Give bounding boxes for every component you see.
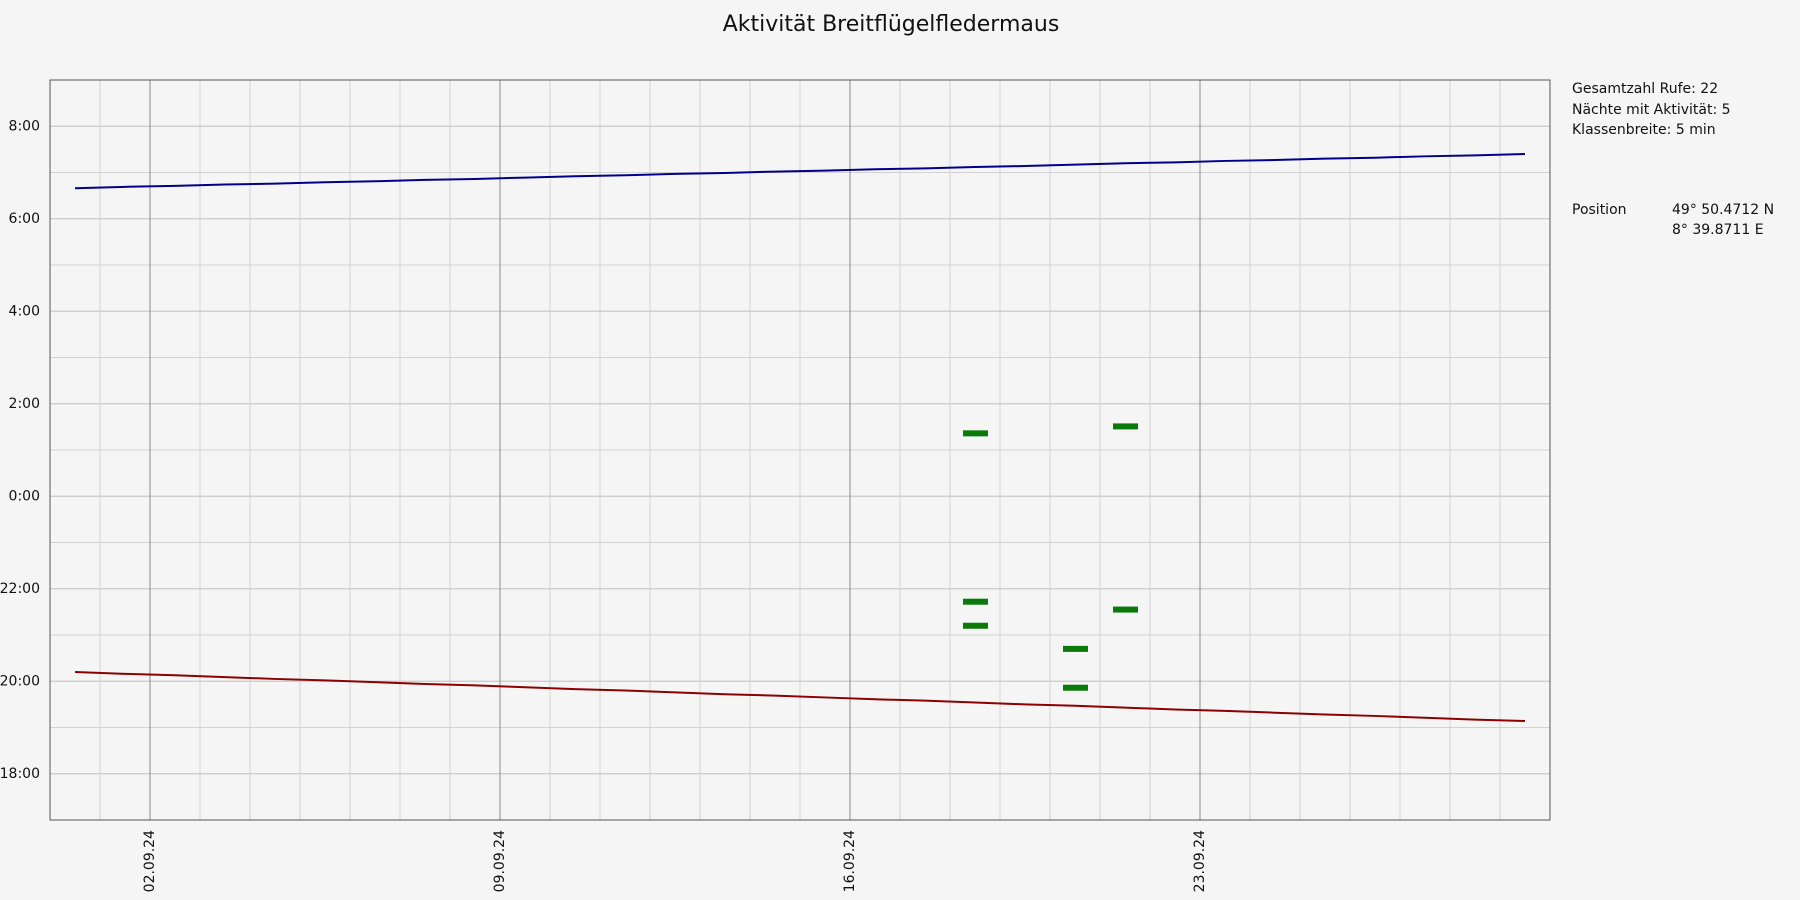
activity-mark [1113,423,1138,430]
activity-mark [1063,645,1088,652]
y-tick-label: 4:00 [9,303,40,319]
info-text: Gesamtzahl Rufe: 22 [1572,81,1718,97]
activity-mark [1063,684,1088,691]
position-lat: 49° 50.4712 N [1672,202,1774,218]
y-tick-label: 0:00 [9,488,40,504]
y-tick-label: 2:00 [9,396,40,412]
y-tick-label: 22:00 [0,581,40,597]
x-tick-label: 16.09.24 [842,830,858,892]
info-text: Klassenbreite: 5 min [1572,122,1716,138]
y-tick-label: 18:00 [0,766,40,782]
position-label: Position [1572,202,1627,218]
activity-mark [1113,606,1138,613]
activity-mark [963,598,988,605]
y-tick-label: 8:00 [9,118,40,134]
y-tick-label: 20:00 [0,673,40,689]
info-text: Nächte mit Aktivität: 5 [1572,102,1731,118]
line [74,153,1526,190]
line [74,671,1526,723]
y-tick-label: 6:00 [9,211,40,227]
activity-mark [963,430,988,437]
x-tick-label: 02.09.24 [142,830,158,892]
x-tick-label: 23.09.24 [1192,830,1208,892]
chart-title: Aktivität Breitflügelfledermaus [723,12,1060,37]
x-tick-label: 09.09.24 [492,830,508,892]
activity-mark [963,622,988,629]
position-lon: 8° 39.8711 E [1672,222,1764,238]
plot-border [49,79,1551,821]
